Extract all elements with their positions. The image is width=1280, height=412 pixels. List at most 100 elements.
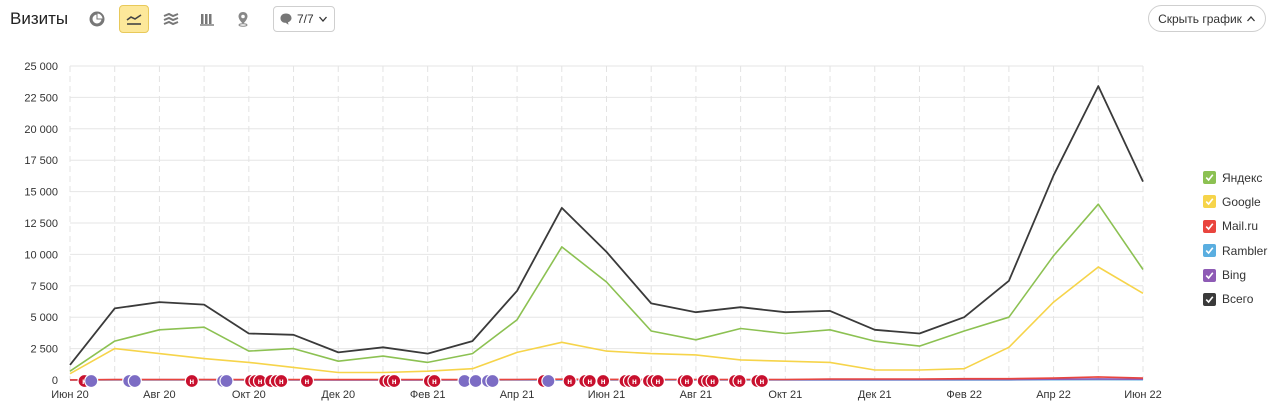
y-tick-label: 25 000 <box>24 61 58 73</box>
legend-item[interactable]: Google <box>1203 194 1267 209</box>
checkbox-checked-icon[interactable] <box>1203 195 1216 209</box>
annotations-toggle[interactable]: 7/7 <box>273 6 335 32</box>
svg-text:н: н <box>305 377 310 386</box>
annotation-marker[interactable]: н <box>427 373 442 389</box>
svg-text:н: н <box>632 377 637 386</box>
annotation-marker[interactable]: н <box>299 373 315 389</box>
svg-text:н: н <box>587 377 592 386</box>
annotation-marker[interactable]: н <box>252 373 268 389</box>
annotation-marker[interactable]: н <box>705 373 720 389</box>
annotation-marker[interactable]: н <box>582 373 597 389</box>
y-tick-label: 2 500 <box>30 344 58 356</box>
area-chart-icon <box>163 12 179 26</box>
annotation-marker[interactable]: н <box>184 373 199 389</box>
y-tick-label: 7 500 <box>30 281 58 293</box>
y-tick-label: 5 000 <box>30 312 58 324</box>
chart-title: Визиты <box>10 9 69 28</box>
annotation-marker[interactable] <box>485 373 500 389</box>
series-line-6 <box>69 85 1144 366</box>
bar-chart-icon <box>200 14 214 26</box>
x-tick-label: Окт 21 <box>768 389 802 401</box>
comment-icon <box>280 13 292 25</box>
x-tick-label: Апр 21 <box>500 389 535 401</box>
pie-chart-button[interactable] <box>82 5 112 33</box>
svg-text:н: н <box>737 377 742 386</box>
x-tick-label: Дек 21 <box>858 389 892 401</box>
annotation-marker[interactable] <box>84 373 99 389</box>
line-chart-icon <box>126 14 142 25</box>
annotation-marker[interactable] <box>541 373 556 389</box>
x-tick-label: Дек 20 <box>321 389 355 401</box>
svg-text:н: н <box>759 377 764 386</box>
svg-text:н: н <box>392 377 397 386</box>
series-line-1 <box>69 203 1144 372</box>
chart-toolbar: Визиты <box>0 0 1280 40</box>
x-tick-label: Окт 20 <box>232 389 266 401</box>
y-tick-label: 17 500 <box>24 155 58 167</box>
checkbox-checked-icon[interactable] <box>1203 171 1216 184</box>
x-tick-label: Авг 21 <box>680 389 712 401</box>
y-tick-label: 15 000 <box>24 187 58 199</box>
bar-chart-button[interactable] <box>192 5 222 33</box>
x-tick-label: Июн 21 <box>588 389 626 401</box>
checkbox-checked-icon[interactable] <box>1203 268 1216 282</box>
annotation-marker[interactable]: н <box>679 373 695 389</box>
y-tick-label: 12 500 <box>24 218 58 230</box>
x-tick-label: Фев 22 <box>946 389 982 401</box>
y-tick-label: 0 <box>52 375 58 387</box>
x-tick-label: Июн 20 <box>51 389 89 401</box>
chart-legend: Яндекс Google Mail.ru Rambler Bing Всего <box>1203 170 1267 316</box>
annotation-marker[interactable]: н <box>627 373 642 389</box>
annotations-count: 7/7 <box>297 12 314 26</box>
legend-item[interactable]: Яндекс <box>1203 170 1267 185</box>
y-tick-label: 22 500 <box>24 92 58 104</box>
x-tick-label: Авг 20 <box>143 389 175 401</box>
legend-label: Яндекс <box>1222 170 1263 185</box>
x-tick-label: Апр 22 <box>1036 389 1071 401</box>
annotation-marker[interactable]: н <box>387 373 402 389</box>
annotation-marker[interactable] <box>219 373 234 389</box>
svg-text:н: н <box>710 377 715 386</box>
svg-text:н: н <box>279 377 284 386</box>
checkbox-checked-icon[interactable] <box>1203 244 1216 258</box>
svg-text:н: н <box>189 377 194 386</box>
chevron-down-icon <box>318 16 327 22</box>
legend-label: Google <box>1222 194 1261 209</box>
svg-text:н: н <box>567 377 572 386</box>
annotation-marker[interactable]: н <box>596 373 611 389</box>
y-tick-label: 10 000 <box>24 249 58 261</box>
area-chart-button[interactable] <box>156 5 186 33</box>
legend-label: Mail.ru <box>1222 219 1259 234</box>
svg-text:н: н <box>258 377 263 386</box>
hide-chart-button[interactable]: Скрыть график <box>1148 5 1266 32</box>
svg-text:н: н <box>601 377 606 386</box>
annotation-marker[interactable] <box>127 373 142 389</box>
checkbox-checked-icon[interactable] <box>1203 292 1216 306</box>
annotation-marker[interactable] <box>468 373 483 389</box>
svg-text:н: н <box>655 377 660 386</box>
legend-item[interactable]: Bing <box>1203 268 1267 283</box>
legend-item[interactable]: Всего <box>1203 292 1267 307</box>
annotation-marker[interactable]: н <box>562 373 577 389</box>
map-pin-icon <box>238 12 248 27</box>
hide-chart-label: Скрыть график <box>1158 11 1242 26</box>
chevron-up-icon <box>1246 15 1255 21</box>
svg-text:н: н <box>432 377 437 386</box>
annotation-marker[interactable]: н <box>754 373 769 389</box>
legend-label: Bing <box>1222 268 1247 283</box>
legend-item[interactable]: Rambler <box>1203 243 1267 258</box>
annotation-marker[interactable]: н <box>274 373 289 389</box>
svg-text:н: н <box>685 377 690 386</box>
pie-chart-icon <box>89 11 105 27</box>
annotation-marker[interactable]: н <box>650 373 666 389</box>
checkbox-checked-icon[interactable] <box>1203 219 1216 233</box>
x-tick-label: Июн 22 <box>1124 389 1162 401</box>
legend-label: Rambler <box>1222 243 1268 258</box>
line-chart-button[interactable] <box>119 5 149 33</box>
annotation-marker[interactable]: н <box>732 373 747 389</box>
y-tick-label: 20 000 <box>24 124 58 136</box>
legend-item[interactable]: Mail.ru <box>1203 219 1267 234</box>
series-line-2 <box>69 266 1144 375</box>
map-button[interactable] <box>228 5 258 33</box>
